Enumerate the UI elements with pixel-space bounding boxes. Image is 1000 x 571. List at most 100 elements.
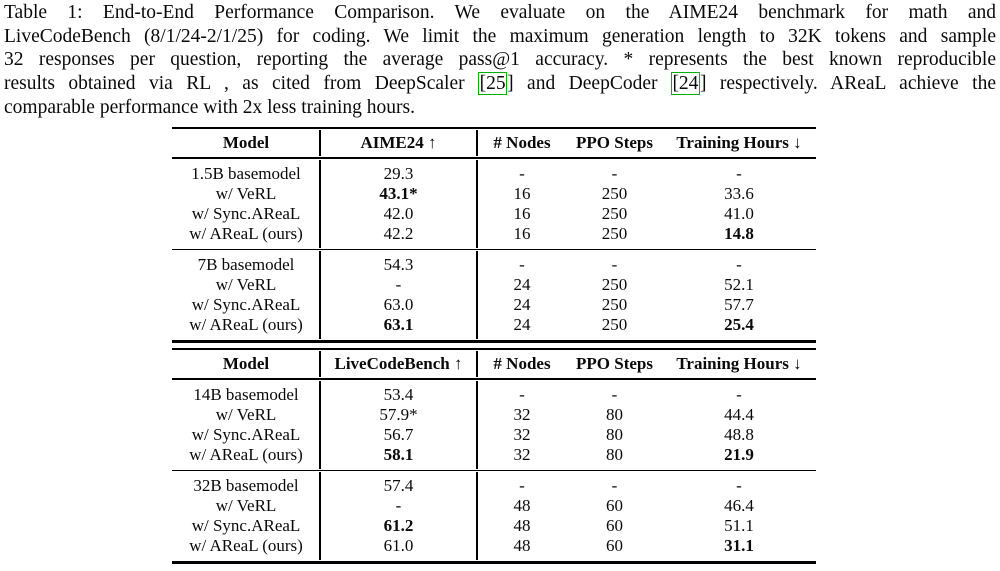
cell-model: w/ Sync.AReaL [191,295,301,315]
cell-steps: 250 [601,183,628,203]
header-nodes: # Nodes [493,133,551,153]
header-model: Model [222,354,270,374]
column-divider [319,380,321,469]
cell-model: w/ AReaL (ours) [189,444,303,464]
column-divider [319,130,321,157]
cell-hours: - [736,384,742,404]
cell-model: 7B basemodel [197,255,295,275]
cell-steps: 250 [601,275,628,295]
cell-metric: - [395,275,402,295]
caption-line-4: results obtained via RL , as cited from … [4,72,996,96]
cell-metric: 58.1 [383,444,414,464]
cell-nodes: 32 [513,424,531,444]
cell-nodes: 16 [513,223,531,243]
group-14b: 14B basemodel 53.4 - - - w/ VeRL 57.9* 3… [172,380,816,470]
cell-steps: 60 [606,496,623,516]
cell-hours: 52.1 [724,275,754,295]
cell-hours: 41.0 [724,203,754,223]
perf-table-aime24: Model AIME24 ↑ # Nodes PPO Steps Trainin… [172,127,816,343]
cell-metric: 63.0 [383,295,414,315]
cell-nodes: 48 [513,536,531,556]
citation-25-close-bracket: ] [507,73,514,95]
caption-line-5: comparable performance with 2x less trai… [4,96,415,118]
caption-line-4-text-c: respectively. AReaL achieve the [719,73,996,95]
cell-metric: 29.3 [383,163,414,183]
cell-nodes: 48 [513,516,531,536]
column-divider [319,351,321,378]
header-nodes: # Nodes [493,354,551,374]
cell-hours: 46.4 [724,496,754,516]
table-header-row: Model LiveCodeBench ↑ # Nodes PPO Steps … [172,350,816,378]
cell-hours: 31.1 [724,536,754,556]
table-row: w/ Sync.AReaL 61.2 48 60 51.1 [172,516,816,536]
perf-table-livecodebench: Model LiveCodeBench ↑ # Nodes PPO Steps … [172,348,816,564]
cell-nodes: 32 [513,404,531,424]
column-divider [476,130,478,157]
cell-model: 1.5B basemodel [191,163,301,183]
cell-model: w/ Sync.AReaL [191,203,301,223]
group-rule [172,248,816,251]
cell-metric: 53.4 [383,384,414,404]
cell-model: 14B basemodel [193,384,299,404]
cell-nodes: 24 [513,275,531,295]
cell-nodes: 48 [513,496,531,516]
cell-steps: - [611,476,618,496]
table-top-rule [172,348,816,351]
column-divider [319,472,321,561]
cell-nodes: 16 [513,183,531,203]
cell-metric: 54.3 [383,255,414,275]
cell-metric: 57.4 [383,476,414,496]
cell-model: w/ Sync.AReaL [191,424,301,444]
citation-24-close-bracket: ] [699,73,707,95]
cell-steps: 250 [601,315,628,335]
caption-line-4-text-a: results obtained via RL , as cited from … [4,73,465,95]
table-row: w/ Sync.AReaL 42.0 16 250 41.0 [172,204,816,224]
cell-metric: 63.1 [383,315,414,335]
citation-25-link[interactable]: [25 [478,72,508,96]
cell-model: w/ VeRL [215,496,277,516]
column-divider [319,159,321,248]
cell-nodes: - [519,384,525,404]
cell-model: 32B basemodel [193,476,299,496]
cell-hours: 48.8 [724,424,754,444]
cell-nodes: 24 [513,295,531,315]
table-caption: Table 1: End-to-End Performance Comparis… [4,1,996,120]
cell-steps: 80 [606,404,623,424]
table-bottom-rule [172,340,816,343]
cell-model: w/ AReaL (ours) [189,315,303,335]
table-row: 14B basemodel 53.4 - - - [172,385,816,405]
citation-24-link[interactable]: [24 [670,72,700,96]
caption-line-2: LiveCodeBench (8/1/24-2/1/25) for coding… [4,25,996,47]
table-row: w/ Sync.AReaL 56.7 32 80 48.8 [172,425,816,445]
column-divider [476,380,478,469]
header-rule [172,378,816,380]
header-metric: LiveCodeBench ↑ [334,354,463,374]
column-divider [476,472,478,561]
caption-line-1: Table 1: End-to-End Performance Comparis… [4,2,996,23]
cell-metric: 42.0 [383,203,414,223]
cell-steps: 80 [606,424,623,444]
table-row: w/ AReaL (ours) 58.1 32 80 21.9 [172,445,816,465]
cell-metric: - [395,496,402,516]
cell-hours: - [736,163,742,183]
table-row: 32B basemodel 57.4 - - - [172,476,816,496]
table-row: w/ AReaL (ours) 42.2 16 250 14.8 [172,224,816,244]
cell-metric: 61.0 [383,536,414,556]
header-training-hours: Training Hours ↓ [676,133,802,153]
header-ppo-steps: PPO Steps [576,354,653,374]
cell-hours: 57.7 [724,295,754,315]
table-row: w/ Sync.AReaL 63.0 24 250 57.7 [172,295,816,315]
cell-metric: 43.1* [379,183,418,203]
cell-nodes: - [519,255,525,275]
group-7b: 7B basemodel 54.3 - - - w/ VeRL - 24 250… [172,250,816,340]
header-training-hours: Training Hours ↓ [676,354,802,374]
header-ppo-steps: PPO Steps [576,133,653,153]
caption-line-4-text-b: and DeepCoder [527,73,658,95]
cell-steps: 250 [601,223,628,243]
cell-hours: 51.1 [724,516,754,536]
table-top-rule [172,127,816,130]
cell-model: w/ AReaL (ours) [189,223,303,243]
table-row: w/ AReaL (ours) 61.0 48 60 31.1 [172,536,816,556]
cell-model: w/ VeRL [215,404,277,424]
